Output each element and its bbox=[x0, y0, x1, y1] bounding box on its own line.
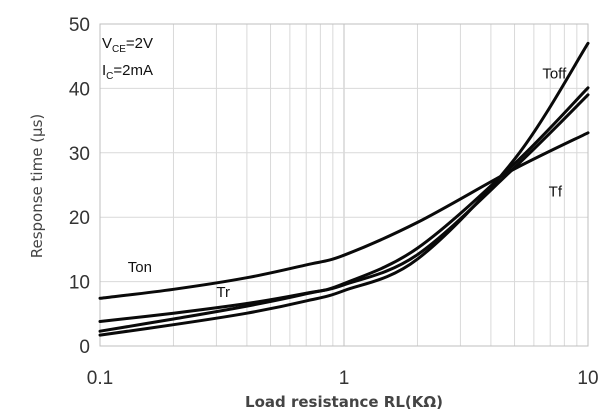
series-line-tf bbox=[98, 93, 590, 323]
condition-ic: IC=2mA bbox=[102, 62, 153, 82]
condition-vce: VCE=2V bbox=[102, 35, 153, 55]
y-tick-label: 40 bbox=[69, 79, 90, 100]
condition-ic-value: =2mA bbox=[113, 62, 153, 79]
y-tick-label: 10 bbox=[69, 273, 90, 294]
x-axis-label: Load resistance RL(KΩ) bbox=[245, 393, 443, 411]
series-label-toff: Toff bbox=[542, 66, 567, 83]
y-tick-label: 50 bbox=[69, 15, 90, 36]
y-tick-label: 0 bbox=[79, 337, 90, 358]
condition-vce-value: =2V bbox=[126, 35, 153, 52]
series-lines bbox=[98, 41, 590, 337]
y-tick-label: 20 bbox=[69, 208, 90, 229]
plot-frame bbox=[99, 23, 589, 347]
series-labels: Ton Toff Tr Tf bbox=[128, 66, 567, 301]
x-tick-label: 10 bbox=[577, 368, 598, 389]
x-tick-label: 0.1 bbox=[87, 368, 113, 389]
series-line-toff bbox=[98, 41, 590, 337]
grid-lines bbox=[100, 24, 588, 346]
series-label-ton: Ton bbox=[128, 259, 152, 276]
y-axis-label: Response time (μs) bbox=[28, 114, 46, 259]
condition-vce-main: V bbox=[102, 35, 112, 52]
y-tick-label: 30 bbox=[69, 144, 90, 165]
condition-ic-main: I bbox=[102, 62, 106, 79]
condition-vce-sub: CE bbox=[112, 44, 126, 55]
series-label-tf: Tf bbox=[549, 184, 563, 201]
condition-ic-sub: C bbox=[106, 71, 113, 82]
x-tick-label: 1 bbox=[339, 368, 350, 389]
tick-labels: 0 10 20 30 40 50 0.1 1 10 bbox=[69, 15, 599, 389]
series-label-tr: Tr bbox=[216, 284, 230, 301]
